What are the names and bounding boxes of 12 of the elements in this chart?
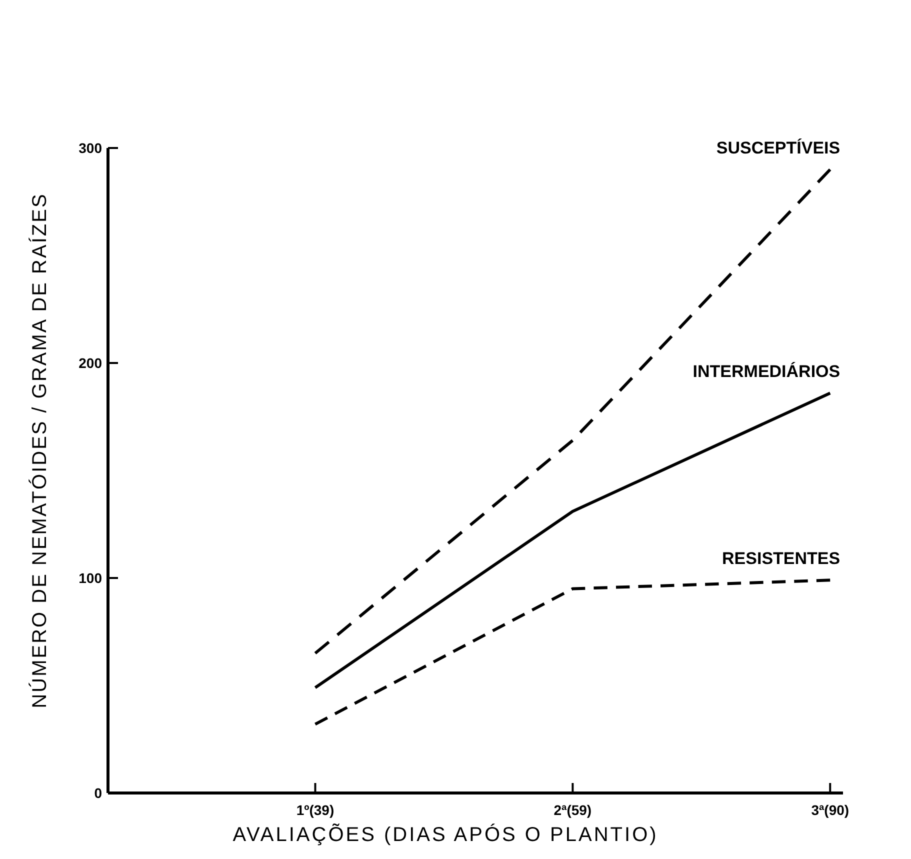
x-tick-label: 3ª(90) — [811, 802, 850, 818]
y-axis-title: NÚMERO DE NEMATÓIDES / GRAMA DE RAÍZES — [28, 192, 51, 708]
x-tick-label: 1º(39) — [296, 802, 334, 818]
y-tick-label: 100 — [78, 570, 102, 586]
series-label: SUSCEPTÍVEIS — [716, 138, 840, 158]
series-label: INTERMEDIÁRIOS — [692, 361, 840, 382]
y-tick-label: 300 — [78, 140, 102, 156]
y-tick-label: 200 — [78, 354, 102, 371]
series-label: RESISTENTES — [722, 549, 840, 568]
y-tick-label: 0 — [94, 784, 102, 801]
x-axis-title: AVALIAÇÕES (DIAS APÓS O PLANTIO) — [232, 823, 658, 846]
x-tick-label: 2ª(59) — [554, 802, 592, 818]
